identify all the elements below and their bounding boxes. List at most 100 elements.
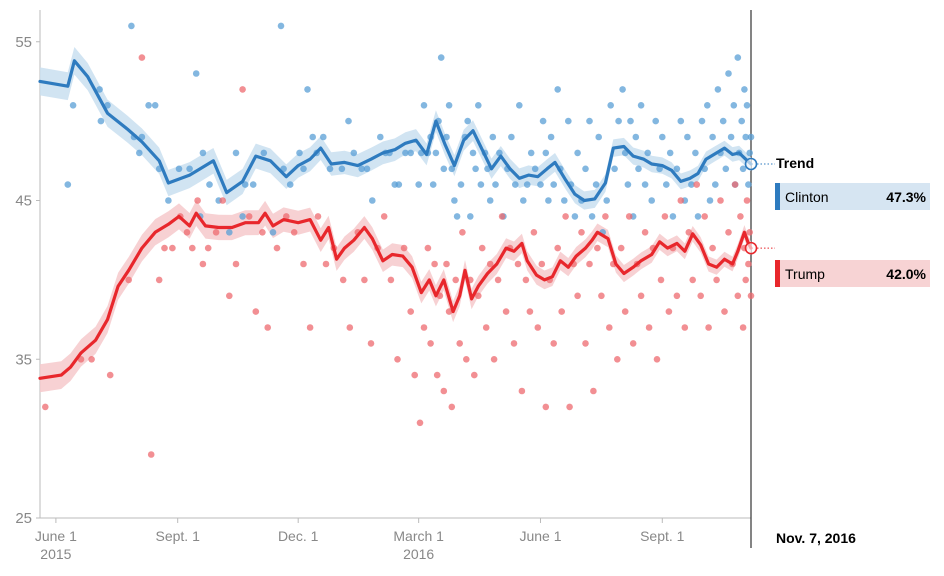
clinton-poll-dot: [296, 149, 303, 157]
legend-title: Trend: [776, 155, 814, 171]
trump-poll-dot: [746, 229, 753, 236]
clinton-poll-dot: [96, 86, 103, 93]
clinton-end-marker: [744, 157, 758, 171]
clinton-poll-dot: [467, 213, 474, 220]
trump-poll-dot: [138, 54, 146, 61]
clinton-poll-dot: [730, 102, 738, 109]
end-markers: [744, 157, 775, 255]
trump-poll-dot: [731, 181, 739, 188]
trump-poll-dot: [212, 229, 220, 236]
trump-poll-dot: [697, 292, 704, 300]
clinton-poll-dot: [641, 181, 649, 188]
trump-poll-dot: [558, 308, 565, 315]
clinton-poll-dot: [663, 181, 670, 188]
legend-trump-name: Trump: [785, 266, 825, 282]
clinton-poll-dot: [677, 117, 685, 125]
trump-poll-dot: [717, 197, 724, 204]
trump-poll-dot: [510, 340, 518, 347]
clinton-poll-dot: [652, 117, 659, 125]
trump-poll-dot: [641, 229, 649, 236]
clinton-poll-dot: [666, 149, 674, 157]
clinton-poll-dot: [326, 165, 334, 173]
clinton-poll-dot: [624, 181, 632, 188]
clinton-poll-dot: [709, 133, 716, 141]
trump-poll-dot: [471, 371, 478, 379]
clinton-poll-dot: [727, 133, 735, 141]
clinton-poll-dot: [539, 117, 547, 125]
clinton-poll-dot: [69, 102, 77, 109]
y-axis: 25 35 45 55: [15, 10, 41, 527]
trump-poll-dot: [411, 371, 419, 379]
trump-poll-dot: [550, 340, 557, 347]
trump-poll-dot: [259, 229, 266, 236]
trump-poll-dot: [400, 244, 408, 252]
clinton-poll-dot: [457, 181, 465, 188]
trump-poll-dot: [514, 260, 522, 268]
y-tick-label: 45: [15, 193, 32, 210]
trump-poll-dot: [431, 260, 438, 268]
trump-poll-dot: [526, 308, 534, 315]
clinton-poll-dot: [712, 181, 719, 188]
trump-end-marker: [744, 241, 758, 255]
clinton-poll-dot: [440, 165, 448, 173]
trump-poll-dot: [322, 260, 330, 268]
clinton-poll-dot: [684, 133, 691, 141]
clinton-poll-dot: [739, 165, 747, 173]
trump-poll-dot: [448, 403, 456, 411]
trump-poll-dot: [407, 308, 415, 315]
trump-poll-dot: [661, 213, 669, 220]
trump-poll-dot: [147, 451, 155, 458]
trump-poll-dot: [155, 276, 163, 284]
clinton-poll-dot: [309, 133, 317, 141]
clinton-poll-dot: [320, 133, 327, 141]
legend-clinton-swatch: [775, 183, 780, 210]
trump-poll-dot: [88, 356, 95, 363]
trump-poll-dot: [445, 308, 453, 315]
clinton-poll-dot: [363, 165, 371, 173]
clinton-poll-dot: [395, 181, 403, 188]
trump-poll-dot: [522, 276, 530, 284]
trump-poll-dot: [734, 292, 742, 300]
clinton-poll-dot: [151, 102, 159, 109]
clinton-poll-dot: [241, 181, 249, 188]
trump-poll-dot: [239, 86, 246, 93]
clinton-poll-dot: [358, 165, 366, 173]
clinton-poll-dot: [286, 181, 294, 188]
trump-poll-dot: [745, 260, 752, 268]
trump-poll-dot: [713, 276, 720, 284]
clinton-poll-dot: [345, 117, 352, 125]
clinton-poll-dot: [745, 181, 752, 188]
clinton-poll-dot: [472, 165, 479, 173]
clinton-poll-dot: [369, 197, 376, 204]
trump-poll-dot: [443, 260, 450, 268]
trump-poll-dot: [232, 260, 240, 268]
clinton-poll-dot: [741, 86, 748, 93]
trump-poll-dot: [747, 292, 755, 300]
clinton-poll-dot: [269, 229, 277, 236]
legend-trump-box: [775, 260, 930, 287]
trump-poll-dot: [452, 276, 460, 284]
clinton-poll-dot: [226, 229, 233, 236]
clinton-poll-dot: [175, 165, 183, 173]
trump-poll-dot: [273, 244, 281, 252]
clinton-poll-dot: [722, 165, 730, 173]
trump-poll-dot: [685, 229, 693, 236]
clinton-poll-dot: [97, 117, 105, 125]
clinton-poll-dot: [199, 149, 207, 157]
clinton-poll-dot: [186, 165, 193, 173]
trump-poll-dot: [478, 244, 486, 252]
clinton-poll-dot: [445, 102, 453, 109]
trump-poll-dot: [594, 244, 601, 252]
clinton-poll-dot: [145, 102, 152, 109]
clinton-poll-dot: [611, 165, 618, 173]
trump-poll-dot: [586, 260, 593, 268]
clinton-poll-dot: [448, 165, 456, 173]
trump-poll-dot: [590, 387, 597, 395]
clinton-poll-dot: [377, 133, 384, 141]
clinton-poll-dot: [746, 149, 753, 157]
trump-poll-dot: [463, 356, 470, 363]
legend-clinton-value: 47.3%: [886, 189, 926, 205]
clinton-poll-dot: [429, 181, 437, 188]
trump-poll-dot: [502, 308, 510, 315]
